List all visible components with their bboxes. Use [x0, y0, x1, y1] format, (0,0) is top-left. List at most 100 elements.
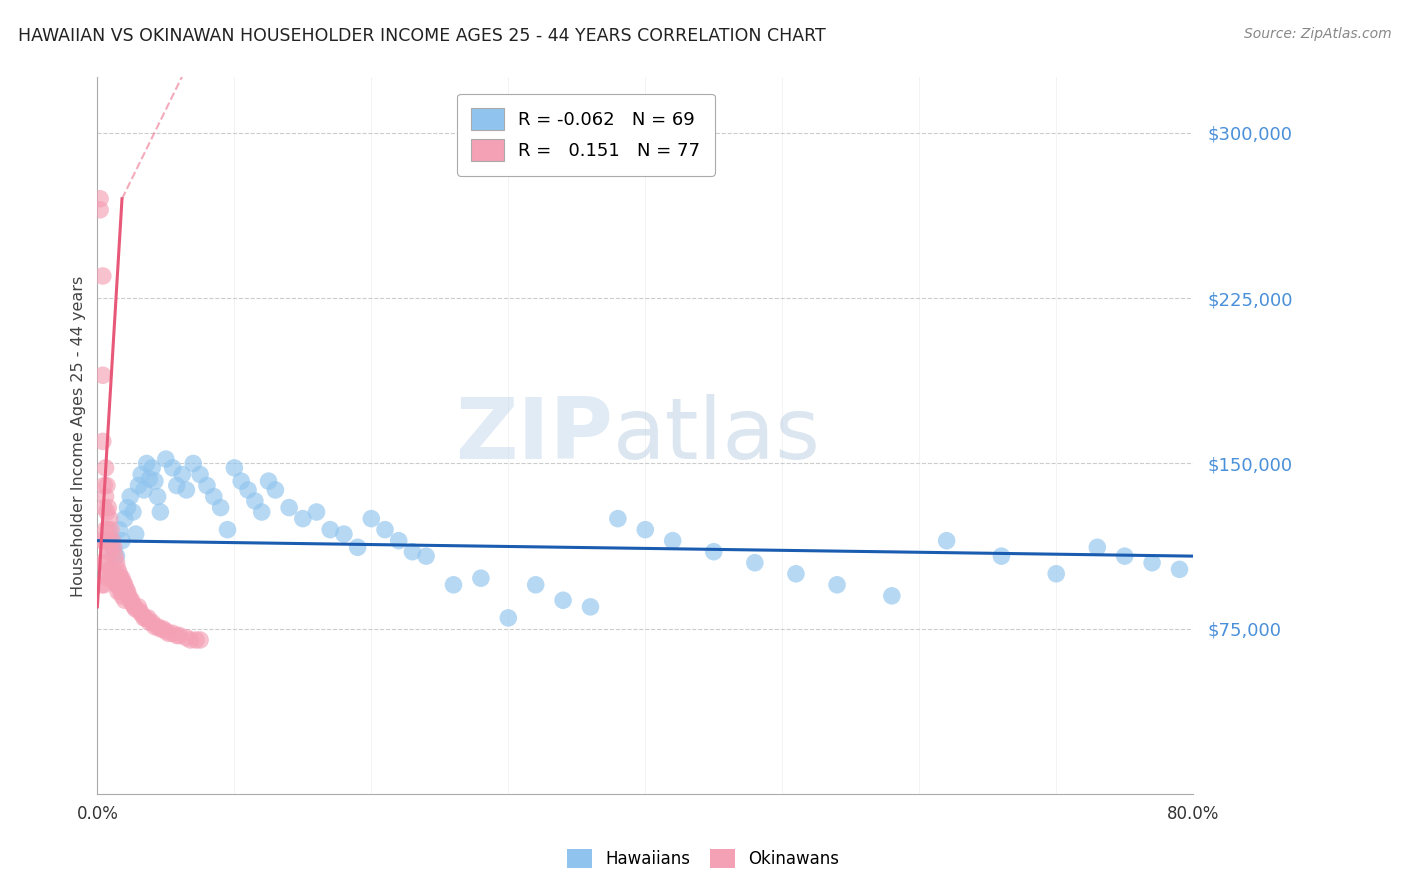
Point [103, 566, 125, 581]
Point [188, 467, 211, 482]
Point [117, 584, 139, 599]
Point [744, 556, 766, 570]
Point [129, 467, 152, 482]
Point [97, 500, 120, 515]
Point [97, 523, 120, 537]
Point [100, 571, 122, 585]
Point [224, 461, 246, 475]
Point [120, 490, 142, 504]
Point [181, 457, 204, 471]
Point [155, 624, 177, 639]
Point [114, 578, 136, 592]
Point [90, 578, 112, 592]
Text: Source: ZipAtlas.com: Source: ZipAtlas.com [1244, 27, 1392, 41]
Point [101, 533, 124, 548]
Point [127, 599, 149, 614]
Point [94, 523, 117, 537]
Point [93, 478, 115, 492]
Point [103, 545, 125, 559]
Point [93, 533, 115, 548]
Point [132, 483, 155, 497]
Point [138, 615, 160, 630]
Point [606, 511, 628, 525]
Point [236, 483, 259, 497]
Point [188, 632, 211, 647]
Point [143, 474, 166, 488]
Point [89, 202, 111, 217]
Point [94, 490, 117, 504]
Point [333, 527, 356, 541]
Point [127, 478, 149, 492]
Point [128, 604, 150, 618]
Point [141, 615, 163, 630]
Point [401, 545, 423, 559]
Point [231, 474, 253, 488]
Point [98, 533, 121, 548]
Point [94, 461, 117, 475]
Point [498, 611, 520, 625]
Point [157, 626, 180, 640]
Point [149, 622, 172, 636]
Point [785, 566, 807, 581]
Point [388, 533, 411, 548]
Point [96, 566, 118, 581]
Point [291, 511, 314, 525]
Point [250, 505, 273, 519]
Point [319, 523, 342, 537]
Point [146, 620, 169, 634]
Point [98, 562, 121, 576]
Point [264, 483, 287, 497]
Point [166, 628, 188, 642]
Point [97, 571, 120, 585]
Point [125, 602, 148, 616]
Point [117, 500, 139, 515]
Text: ZIP: ZIP [454, 394, 613, 477]
Point [122, 598, 145, 612]
Point [217, 523, 239, 537]
Point [209, 500, 232, 515]
Point [100, 523, 122, 537]
Point [110, 571, 132, 585]
Point [1085, 541, 1108, 555]
Point [703, 545, 725, 559]
Point [111, 571, 134, 585]
Point [104, 575, 127, 590]
Point [114, 593, 136, 607]
Point [551, 593, 574, 607]
Point [90, 556, 112, 570]
Legend: Hawaiians, Okinawans: Hawaiians, Okinawans [560, 843, 846, 875]
Point [107, 562, 129, 576]
Point [120, 593, 142, 607]
Point [96, 533, 118, 548]
Point [149, 505, 172, 519]
Point [118, 589, 141, 603]
Point [115, 582, 138, 597]
Point [305, 505, 328, 519]
Point [141, 461, 163, 475]
Point [124, 599, 146, 614]
Point [162, 626, 184, 640]
Point [243, 494, 266, 508]
Point [825, 578, 848, 592]
Point [94, 556, 117, 570]
Point [105, 578, 128, 592]
Point [105, 556, 128, 570]
Point [103, 541, 125, 555]
Point [935, 533, 957, 548]
Point [166, 478, 188, 492]
Point [990, 549, 1012, 563]
Point [257, 474, 280, 488]
Point [90, 533, 112, 548]
Point [89, 192, 111, 206]
Point [100, 545, 122, 559]
Point [108, 566, 131, 581]
Point [634, 523, 657, 537]
Point [1140, 556, 1163, 570]
Point [96, 505, 118, 519]
Point [111, 589, 134, 603]
Y-axis label: Householder Income Ages 25 - 44 years: Householder Income Ages 25 - 44 years [72, 276, 86, 597]
Point [172, 467, 194, 482]
Point [105, 549, 128, 563]
Point [146, 490, 169, 504]
Point [101, 562, 124, 576]
